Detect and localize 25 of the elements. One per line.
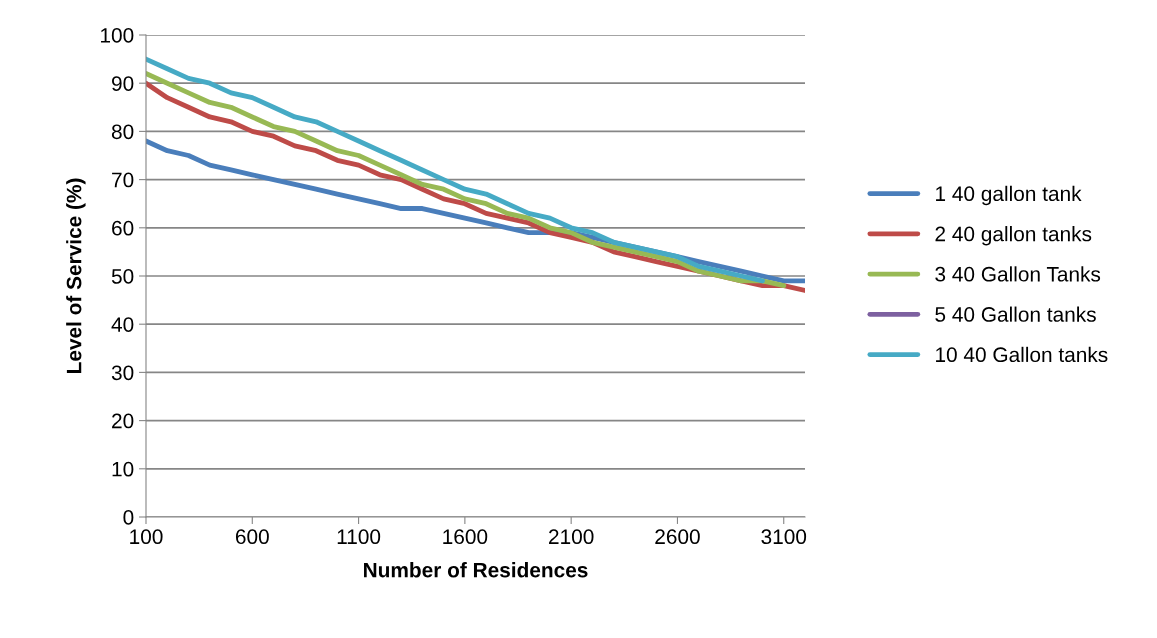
legend-label: 10 40 Gallon tanks: [936, 346, 1108, 363]
x-tick-label: 1600: [443, 529, 488, 545]
legend-label: 1 40 gallon tank: [936, 185, 1082, 206]
y-tick-label: 30: [111, 365, 134, 381]
y-axis-title: Level of Service (%): [66, 178, 86, 374]
y-tick-label: 70: [112, 172, 134, 188]
y-tick-label: 60: [112, 220, 134, 236]
x-tick-label: 2100: [549, 529, 594, 545]
y-tick-label: 90: [112, 76, 134, 91]
x-tick-label: 100: [130, 529, 163, 545]
x-tick-label: 2600: [655, 529, 700, 545]
legend-label: 5 40 Gallon tanks: [935, 306, 1096, 322]
legend-label: 2 40 gallon tanks: [935, 226, 1092, 246]
y-tick-label: 100: [101, 28, 134, 43]
y-tick-label: 0: [123, 510, 134, 525]
y-tick-label: 10: [112, 461, 134, 477]
x-tick-label: 3100: [761, 529, 807, 545]
x-tick-label: 600: [235, 529, 269, 545]
y-tick-label: 20: [112, 413, 134, 429]
y-tick-label: 40: [111, 317, 134, 332]
y-tick-label: 50: [111, 269, 134, 284]
y-tick-label: 80: [111, 124, 134, 140]
x-axis-title: Number of Residences: [364, 562, 588, 578]
legend-label: 3 40 Gallon Tanks: [935, 266, 1101, 282]
x-tick-label: 1100: [337, 529, 381, 545]
